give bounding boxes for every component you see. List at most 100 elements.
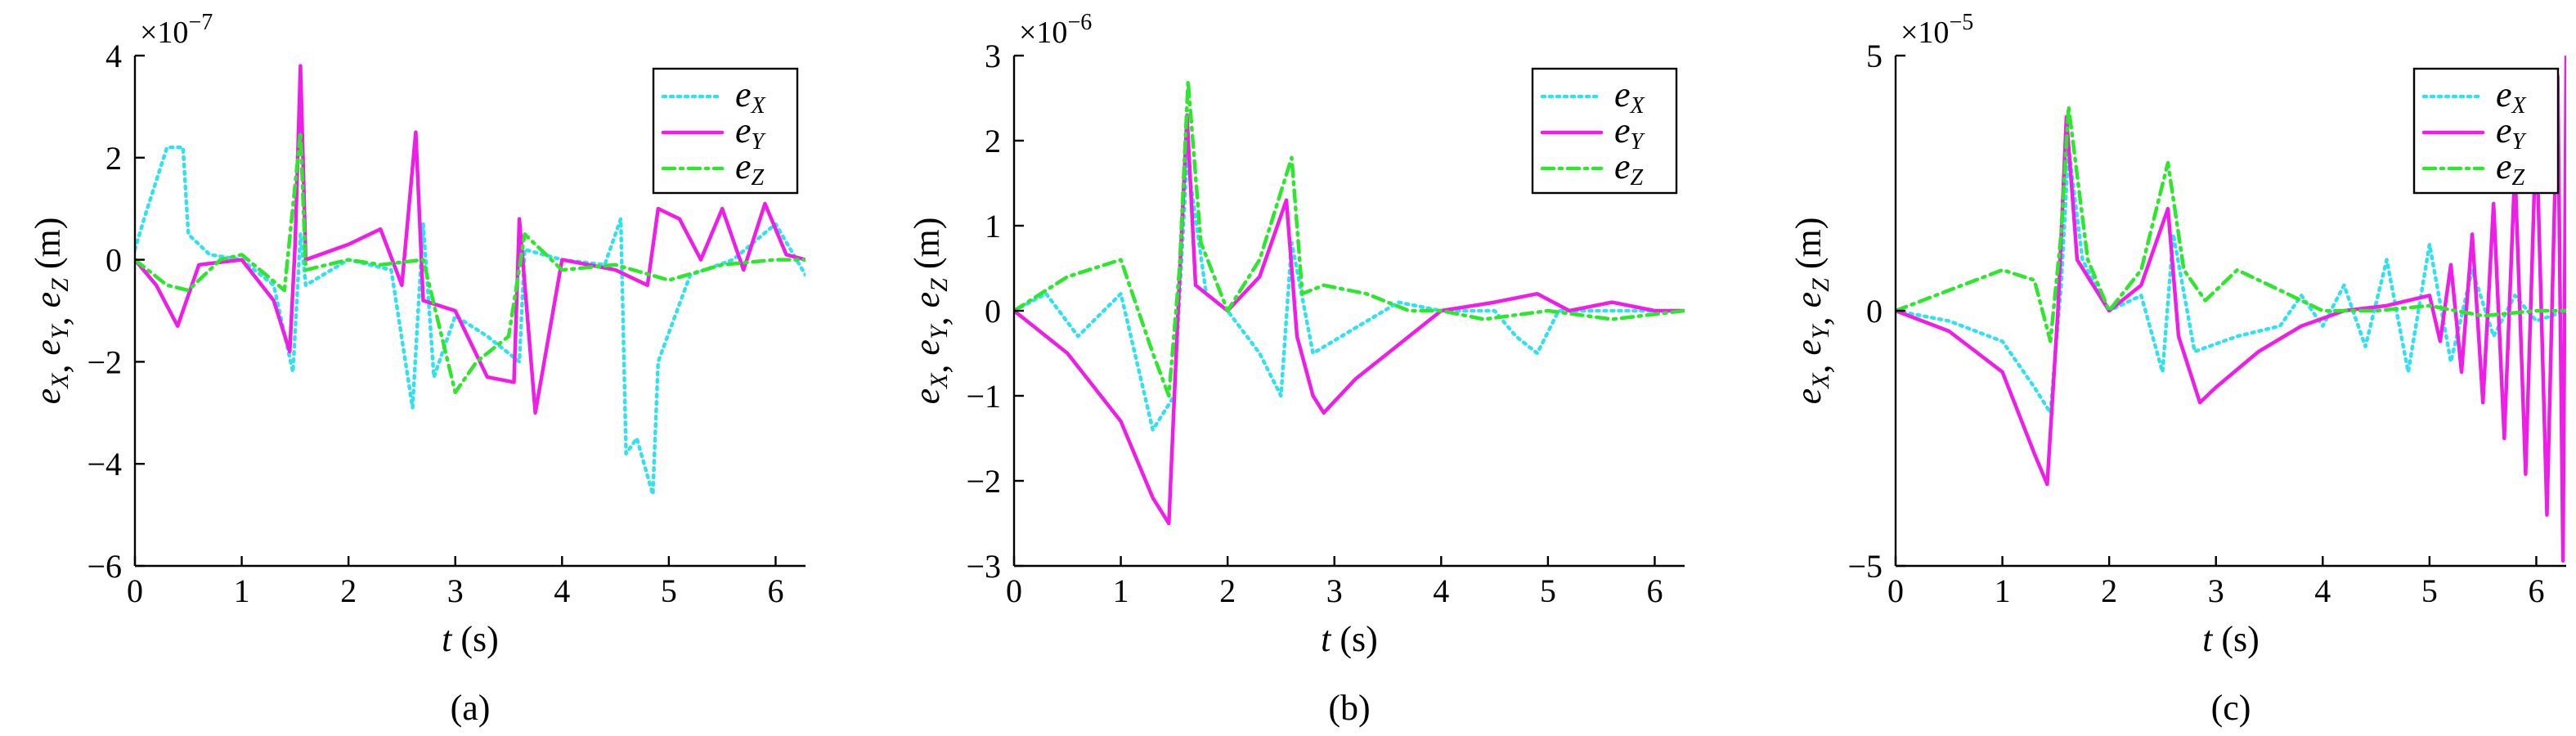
legend-base: e bbox=[735, 146, 752, 186]
y-label-sub: Z bbox=[47, 278, 74, 292]
y-label-comma: , bbox=[915, 356, 955, 374]
y-tick-label: −6 bbox=[87, 548, 122, 585]
x-tick-label: 1 bbox=[1995, 572, 2011, 609]
legend-label-eZ: eZ bbox=[1614, 146, 1644, 191]
y-label-e: e bbox=[28, 388, 68, 405]
legend-label-eX: eX bbox=[1614, 74, 1645, 119]
y-axis-label: eX, eY, eZ (m) bbox=[907, 218, 955, 405]
x-tick-label: 5 bbox=[2421, 572, 2438, 609]
legend-base: e bbox=[1614, 110, 1631, 150]
legend-base: e bbox=[2496, 146, 2512, 186]
series-group bbox=[1896, 56, 2566, 563]
y-tick-label: 0 bbox=[105, 242, 122, 279]
legend-label-eY: eY bbox=[735, 110, 767, 155]
x-axis-label: t (s) bbox=[1321, 619, 1378, 659]
x-tick-label: 0 bbox=[127, 572, 143, 609]
y-tick-label: 0 bbox=[985, 293, 1001, 330]
y-label-e: e bbox=[907, 388, 947, 405]
y-label-e: e bbox=[907, 292, 947, 308]
x-tick-label: 2 bbox=[340, 572, 357, 609]
y-tick-label: 4 bbox=[105, 38, 122, 74]
axis-multiplier: ×10−7 bbox=[140, 10, 213, 50]
y-tick-label: −4 bbox=[87, 446, 122, 482]
y-label-e: e bbox=[907, 339, 947, 356]
panel-2: 0 1 2 3 4 5 6−505×10−5t (s)eX, eY, eZ (m)(c)eX… bbox=[1788, 10, 2566, 728]
x-tick-label: 0 bbox=[1006, 572, 1022, 609]
x-tick-label: 1 bbox=[1113, 572, 1129, 609]
x-tick-label: 6 bbox=[1646, 572, 1663, 609]
x-tick-label: 3 bbox=[2208, 572, 2224, 609]
multiplier-exp: −7 bbox=[188, 10, 213, 35]
y-label-sub: Z bbox=[926, 278, 953, 292]
y-label-sub: Z bbox=[1807, 278, 1834, 292]
y-tick-label: −3 bbox=[966, 548, 1001, 585]
series-line-eY bbox=[135, 64, 806, 415]
y-label-e: e bbox=[1788, 388, 1829, 405]
legend-sub: Y bbox=[1631, 129, 1646, 155]
x-label-unit: (s) bbox=[1331, 619, 1377, 659]
x-axis-label: t (s) bbox=[442, 619, 499, 659]
series-group bbox=[1014, 79, 1685, 526]
x-tick-label: 3 bbox=[447, 572, 464, 609]
legend-sub: Z bbox=[2512, 165, 2525, 191]
x-axis-label: t (s) bbox=[2202, 619, 2260, 659]
legend-base: e bbox=[735, 110, 752, 150]
y-axis-label: eX, eY, eZ (m) bbox=[1788, 218, 1837, 405]
y-tick-label: −5 bbox=[1847, 548, 1883, 585]
legend-sub: X bbox=[751, 93, 766, 119]
axis-multiplier: ×10−6 bbox=[1019, 10, 1092, 50]
legend-sub: X bbox=[1630, 93, 1645, 119]
x-label-var: t bbox=[1321, 619, 1332, 659]
axis-multiplier: ×10−5 bbox=[1901, 10, 1973, 50]
series-line-eZ bbox=[1896, 105, 2566, 343]
y-label-sub: Y bbox=[1807, 323, 1834, 339]
x-label-unit: (s) bbox=[2212, 619, 2259, 659]
x-tick-label: 2 bbox=[1219, 572, 1236, 609]
y-label-e: e bbox=[1788, 339, 1829, 356]
y-label-sub: Y bbox=[47, 323, 74, 339]
y-label-e: e bbox=[1788, 292, 1829, 308]
y-label-sub: X bbox=[47, 372, 74, 389]
y-label-sub: X bbox=[1807, 372, 1834, 389]
y-label-comma: , bbox=[915, 307, 955, 325]
y-axis-label: eX, eY, eZ (m) bbox=[28, 218, 76, 405]
legend-label-eY: eY bbox=[2496, 110, 2528, 155]
legend-base: e bbox=[1614, 74, 1631, 114]
legend-sub: Z bbox=[1631, 165, 1644, 191]
x-label-var: t bbox=[442, 619, 453, 659]
legend-label-eZ: eZ bbox=[2496, 146, 2525, 191]
y-tick-label: −1 bbox=[966, 378, 1001, 415]
legend-base: e bbox=[2496, 110, 2512, 150]
legend-base: e bbox=[735, 74, 752, 114]
legend-sub: Z bbox=[752, 165, 765, 191]
x-tick-label: 6 bbox=[2528, 572, 2544, 609]
legend-label-eX: eX bbox=[735, 74, 766, 119]
y-tick-label: 2 bbox=[105, 140, 122, 177]
x-tick-label: 4 bbox=[1433, 572, 1449, 609]
y-tick-label: 3 bbox=[985, 38, 1001, 74]
legend-label-eX: eX bbox=[2496, 74, 2527, 119]
series-line-eX bbox=[1014, 155, 1685, 432]
series-group bbox=[135, 64, 806, 496]
y-label-sub: X bbox=[926, 372, 953, 389]
y-tick-label: −2 bbox=[966, 463, 1001, 500]
legend-label-eY: eY bbox=[1614, 110, 1646, 155]
legend-sub: X bbox=[2511, 93, 2527, 119]
y-tick-label: 1 bbox=[985, 208, 1001, 245]
y-label-e: e bbox=[28, 292, 68, 308]
legend-base: e bbox=[1614, 146, 1631, 186]
legend-sub: Y bbox=[2512, 129, 2528, 155]
y-label-comma: , bbox=[36, 356, 76, 374]
panel-label: (b) bbox=[1328, 688, 1370, 728]
x-tick-label: 5 bbox=[1540, 572, 1556, 609]
multiplier-exp: −6 bbox=[1067, 10, 1092, 35]
series-line-eY bbox=[1014, 113, 1685, 526]
y-tick-label: 5 bbox=[1866, 38, 1883, 74]
legend-sub: Y bbox=[752, 129, 767, 155]
multiplier-base: ×10 bbox=[1019, 16, 1067, 50]
